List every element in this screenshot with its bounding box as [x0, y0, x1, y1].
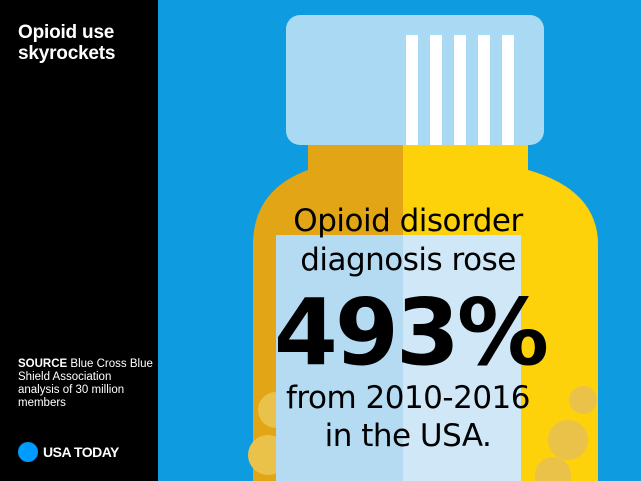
usa-today-circle-icon [18, 442, 38, 462]
headline-line-3: from 2010-2016 [286, 380, 530, 416]
headline-line-2: diagnosis rose [300, 242, 516, 278]
cap-ridges [406, 35, 514, 145]
headline-line-1: Opioid disorder [293, 203, 523, 239]
bottle-label [276, 235, 521, 481]
brand-name: USA TODAY [43, 444, 119, 460]
sidebar: Opioid use skyrockets SOURCE Blue Cross … [0, 0, 158, 481]
source-note: SOURCE Blue Cross Blue Shield Associatio… [18, 358, 153, 410]
infographic-title: Opioid use skyrockets [18, 22, 116, 64]
pill-bottle-illustration [158, 0, 641, 481]
headline-stat: 493% [273, 279, 549, 386]
source-label: SOURCE [18, 358, 68, 370]
pill-bottle-icon [248, 15, 598, 481]
source-text: Blue Cross Blue Shield Association analy… [18, 358, 153, 409]
headline-line-4: in the USA. [324, 418, 492, 454]
brand-logo: USA TODAY [18, 441, 119, 463]
bottle-label-highlight [403, 235, 521, 481]
